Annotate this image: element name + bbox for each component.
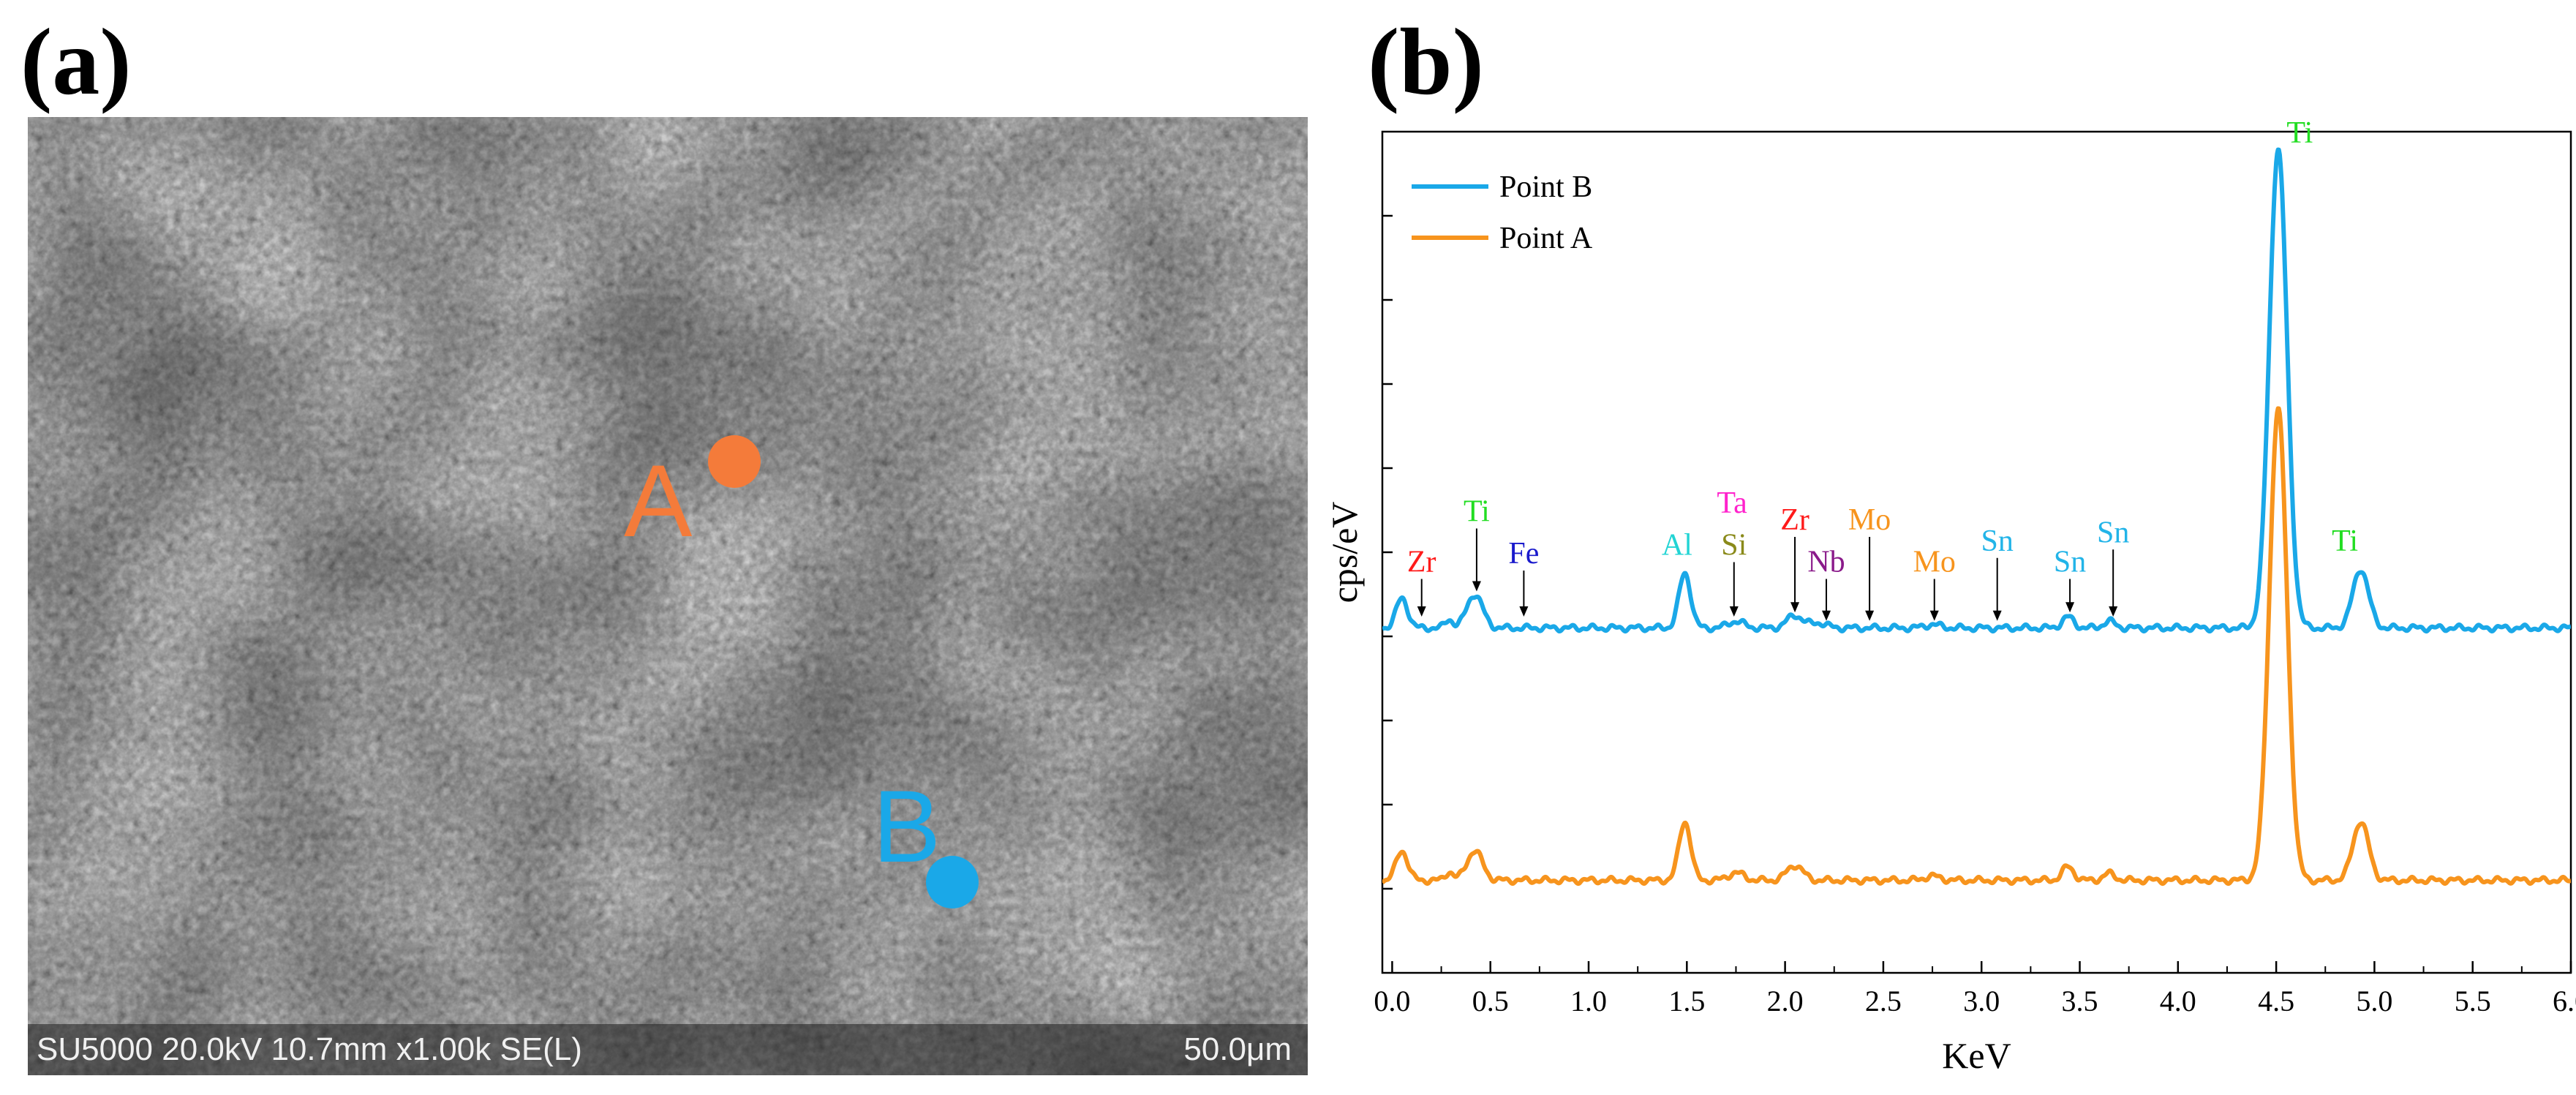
annotation-arrow-head — [1865, 610, 1875, 621]
sem-info-bar — [28, 1024, 1308, 1075]
panel-label-a: (a) — [20, 10, 132, 115]
x-tick-label: 5.5 — [2455, 985, 2491, 1017]
x-tick-label: 1.0 — [1570, 985, 1607, 1017]
sem-micrograph: SU5000 20.0kV 10.7mm x1.00k SE(L) 50.0μm… — [28, 117, 1308, 1075]
element-label-al: Al — [1662, 529, 1692, 562]
point-b-marker — [926, 856, 979, 908]
element-label-sn: Sn — [1981, 524, 2014, 558]
x-tick-label: 5.0 — [2356, 985, 2392, 1017]
plot-frame — [1381, 130, 2572, 974]
annotation-arrow-head — [2065, 602, 2075, 613]
annotation-arrow-head — [1992, 610, 2002, 621]
sem-texture — [28, 117, 1308, 1075]
series-line-point-b — [1382, 147, 2571, 634]
x-tick-label: 1.5 — [1668, 985, 1705, 1017]
eds-spectrum-chart: 0.0 0.5 1.0 1.5 2.0 2.5 3.0 3.5 4.0 4.5 5.0 5.5 6.0 K… — [1324, 116, 2576, 1076]
element-label-sn: Sn — [2097, 516, 2129, 549]
annotation-arrow-head — [1790, 602, 1800, 613]
legend-entry: Point B — [1499, 170, 1592, 204]
panel-label-b: (b) — [1368, 10, 1484, 115]
element-label-zr: Zr — [1407, 546, 1436, 579]
annotation-arrow-head — [1472, 581, 1481, 592]
annotation-arrow-head — [1519, 606, 1529, 617]
annotation-arrow-head — [1822, 610, 1831, 621]
element-label-fe: Fe — [1508, 537, 1539, 571]
y-axis-label: cps/eV — [1324, 502, 1365, 603]
x-tick-label: 4.0 — [2160, 985, 2196, 1017]
point-a-marker — [708, 435, 761, 488]
element-label-nb: Nb — [1807, 546, 1845, 579]
annotation-arrow-head — [1417, 606, 1426, 617]
legend-entry: Point A — [1499, 222, 1593, 255]
element-label-mo: Mo — [1913, 546, 1956, 579]
x-tick-label: 2.0 — [1767, 985, 1804, 1017]
x-tick-label: 3.5 — [2062, 985, 2098, 1017]
element-label-zr: Zr — [1780, 503, 1809, 537]
series-line-point-a — [1382, 406, 2571, 887]
x-tick-label: 0.0 — [1374, 985, 1410, 1017]
x-tick-label: 2.5 — [1865, 985, 1902, 1017]
element-label-ta: Ta — [1717, 486, 1747, 520]
x-tick-label: 6.0 — [2553, 985, 2576, 1017]
element-label-ti: Ti — [2332, 524, 2358, 558]
x-tick-label: 3.0 — [1963, 985, 2000, 1017]
annotation-arrow-head — [1729, 606, 1739, 617]
point-a-label: A — [624, 443, 693, 558]
element-label-ti: Ti — [1464, 495, 1490, 529]
element-label-sn: Sn — [2054, 546, 2086, 579]
x-axis-label: KeV — [1942, 1035, 2011, 1076]
annotation-arrow-head — [2109, 606, 2118, 617]
element-label-si: Si — [1721, 529, 1747, 562]
point-b-label: B — [873, 769, 941, 884]
element-label-mo: Mo — [1848, 503, 1891, 537]
element-label-ti: Ti — [2286, 116, 2313, 150]
sem-info-text: SU5000 20.0kV 10.7mm x1.00k SE(L) — [37, 1031, 582, 1067]
x-tick-label: 4.5 — [2258, 985, 2294, 1017]
sem-scale-bar-label: 50.0μm — [1183, 1031, 1292, 1067]
x-tick-label: 0.5 — [1472, 985, 1509, 1017]
annotation-arrow-head — [1929, 610, 1939, 621]
